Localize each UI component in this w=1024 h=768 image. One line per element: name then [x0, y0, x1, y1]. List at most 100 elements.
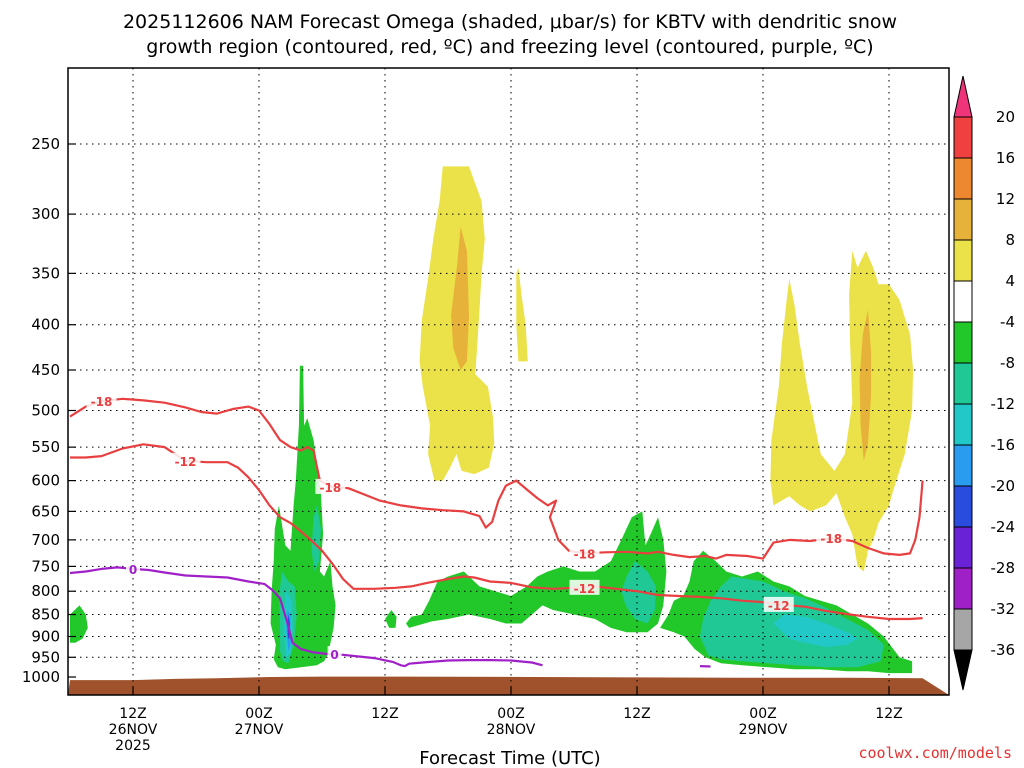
y-tick-label-900: 900	[31, 627, 60, 645]
y-tick-label-300: 300	[31, 205, 60, 223]
source-credit: coolwx.com/models	[858, 744, 1012, 762]
contour-0	[69, 566, 543, 668]
omega-region-downward-main-column-secondary	[311, 505, 321, 572]
colorbar-swatch-1	[953, 157, 973, 200]
contour-label-bg-8	[763, 596, 794, 612]
terrain-polygon	[68, 676, 949, 695]
omega-region-downward-right-band-core	[773, 614, 858, 647]
colorbar-top-arrow	[953, 75, 973, 118]
colorbar-swatch-7	[953, 403, 973, 446]
colorbar-swatch-11	[953, 567, 973, 610]
y-tick-label-600: 600	[31, 472, 60, 490]
colorbar-swatch-8	[953, 444, 973, 487]
contour-label-5: -18	[574, 547, 596, 561]
x-tick-label-24-1: 27NOV	[235, 722, 284, 738]
x-axis-title: Forecast Time (UTC)	[419, 748, 600, 768]
chart-title-line1: 2025112606 NAM Forecast Omega (shaded, μ…	[123, 11, 897, 33]
terrain-fill	[68, 676, 949, 695]
y-tick-label-400: 400	[31, 316, 60, 334]
contour-labels: -18 -12 0 0 -18 -18 -12 -18 -12	[86, 393, 847, 662]
omega-colorbar: 20 16 12 8 4 -4 -8 -12 -16 -20 -24 -28 -32 -36	[953, 75, 1016, 691]
y-tick-label-350: 350	[31, 264, 60, 282]
colorbar-swatch-12	[953, 608, 973, 651]
colorbar-label-10: -24	[991, 518, 1016, 536]
y-tick-label-250: 250	[31, 135, 60, 153]
omega-region-downward-mid-small	[385, 610, 397, 628]
colorbar-label-2: 12	[996, 190, 1015, 208]
omega-region-upward-upper-2	[516, 267, 528, 362]
colorbar-label-12: -32	[991, 600, 1016, 618]
colorbar-swatch-6	[953, 362, 973, 405]
x-tick-label-72-0: 00Z	[749, 706, 776, 722]
omega-region-downward-mid-band	[406, 511, 667, 633]
colorbar-label-8: -16	[991, 436, 1016, 454]
contour-label-bg-5	[569, 545, 600, 561]
colorbar-swatch-5	[953, 321, 973, 364]
chart-title-line2: growth region (contoured, red, ºC) and f…	[146, 36, 873, 58]
y-tick-label-650: 650	[31, 502, 60, 520]
x-tick-label-36-0: 12Z	[371, 706, 398, 722]
colorbar-swatch-4	[953, 280, 973, 323]
contour-label-bg-3	[327, 646, 342, 662]
pressure-axis: 250 300 350 400 450 500 550 600 650 700 750 800 850 9…	[22, 135, 76, 686]
y-tick-label-750: 750	[31, 557, 60, 575]
x-tick-label-60-0: 12Z	[623, 706, 650, 722]
colorbar-swatch-0	[953, 116, 973, 159]
colorbar-label-0: 20	[996, 108, 1015, 126]
x-tick-label-72-1: 29NOV	[739, 722, 788, 738]
colorbar-swatch-2	[953, 198, 973, 241]
gridlines	[68, 68, 949, 695]
x-tick-label-48-1: 28NOV	[487, 722, 536, 738]
y-tick-label-700: 700	[31, 531, 60, 549]
contour-label-bg-1	[170, 452, 201, 468]
contour-label-8: -12	[768, 599, 790, 613]
contour-label-4: -18	[320, 481, 342, 495]
y-tick-label-1000: 1000	[22, 668, 60, 686]
colorbar-swatch-10	[953, 526, 973, 569]
y-tick-label-500: 500	[31, 402, 60, 420]
colorbar-label-11: -28	[991, 559, 1016, 577]
contour-label-bg-7	[816, 530, 847, 546]
contour-label-bg-2	[126, 560, 140, 576]
omega-region-downward-left-edge	[70, 605, 88, 643]
omega-region-upward-upper-3	[770, 250, 914, 572]
x-tick-label-12-1: 26NOV	[109, 722, 158, 738]
contour-label-3: 0	[330, 648, 338, 662]
colorbar-swatch-9	[953, 485, 973, 528]
omega-region-upward-upper-3-core	[859, 310, 872, 461]
plot-frame	[67, 67, 950, 696]
contour--18	[69, 397, 924, 560]
contour-label-bg-6	[569, 579, 600, 595]
x-tick-label-24-0: 00Z	[245, 706, 272, 722]
x-tick-label-12-2: 2025	[115, 738, 151, 754]
contour-label-bg-4	[315, 478, 346, 494]
contour--12	[70, 443, 923, 621]
x-tick-label-12-0: 12Z	[119, 706, 146, 722]
temperature-contours	[69, 397, 924, 668]
y-tick-label-550: 550	[31, 438, 60, 456]
contour-label-7: -18	[820, 532, 842, 546]
colorbar-label-5: -4	[1000, 313, 1015, 331]
colorbar-label-6: -8	[1000, 354, 1015, 372]
y-tick-label-450: 450	[31, 361, 60, 379]
colorbar-label-13: -36	[991, 641, 1016, 659]
colorbar-bottom-arrow	[953, 649, 973, 691]
omega-region-upward-upper-1-core	[451, 226, 469, 370]
y-tick-label-950: 950	[31, 648, 60, 666]
colorbar-swatch-3	[953, 239, 973, 282]
colorbar-label-4: 4	[1005, 272, 1015, 290]
colorbar-label-3: 8	[1005, 231, 1015, 249]
x-tick-label-84-0: 12Z	[875, 706, 902, 722]
contour-label-6: -12	[574, 582, 596, 596]
contour-label-2: 0	[129, 563, 137, 577]
colorbar-label-9: -20	[991, 477, 1016, 495]
x-tick-label-48-0: 00Z	[497, 706, 524, 722]
y-tick-label-850: 850	[31, 606, 60, 624]
colorbar-label-7: -12	[991, 395, 1016, 413]
y-tick-label-800: 800	[31, 582, 60, 600]
contour-label-0: -18	[91, 395, 113, 409]
contour-label-bg-0	[86, 393, 117, 409]
colorbar-label-1: 16	[996, 149, 1015, 167]
